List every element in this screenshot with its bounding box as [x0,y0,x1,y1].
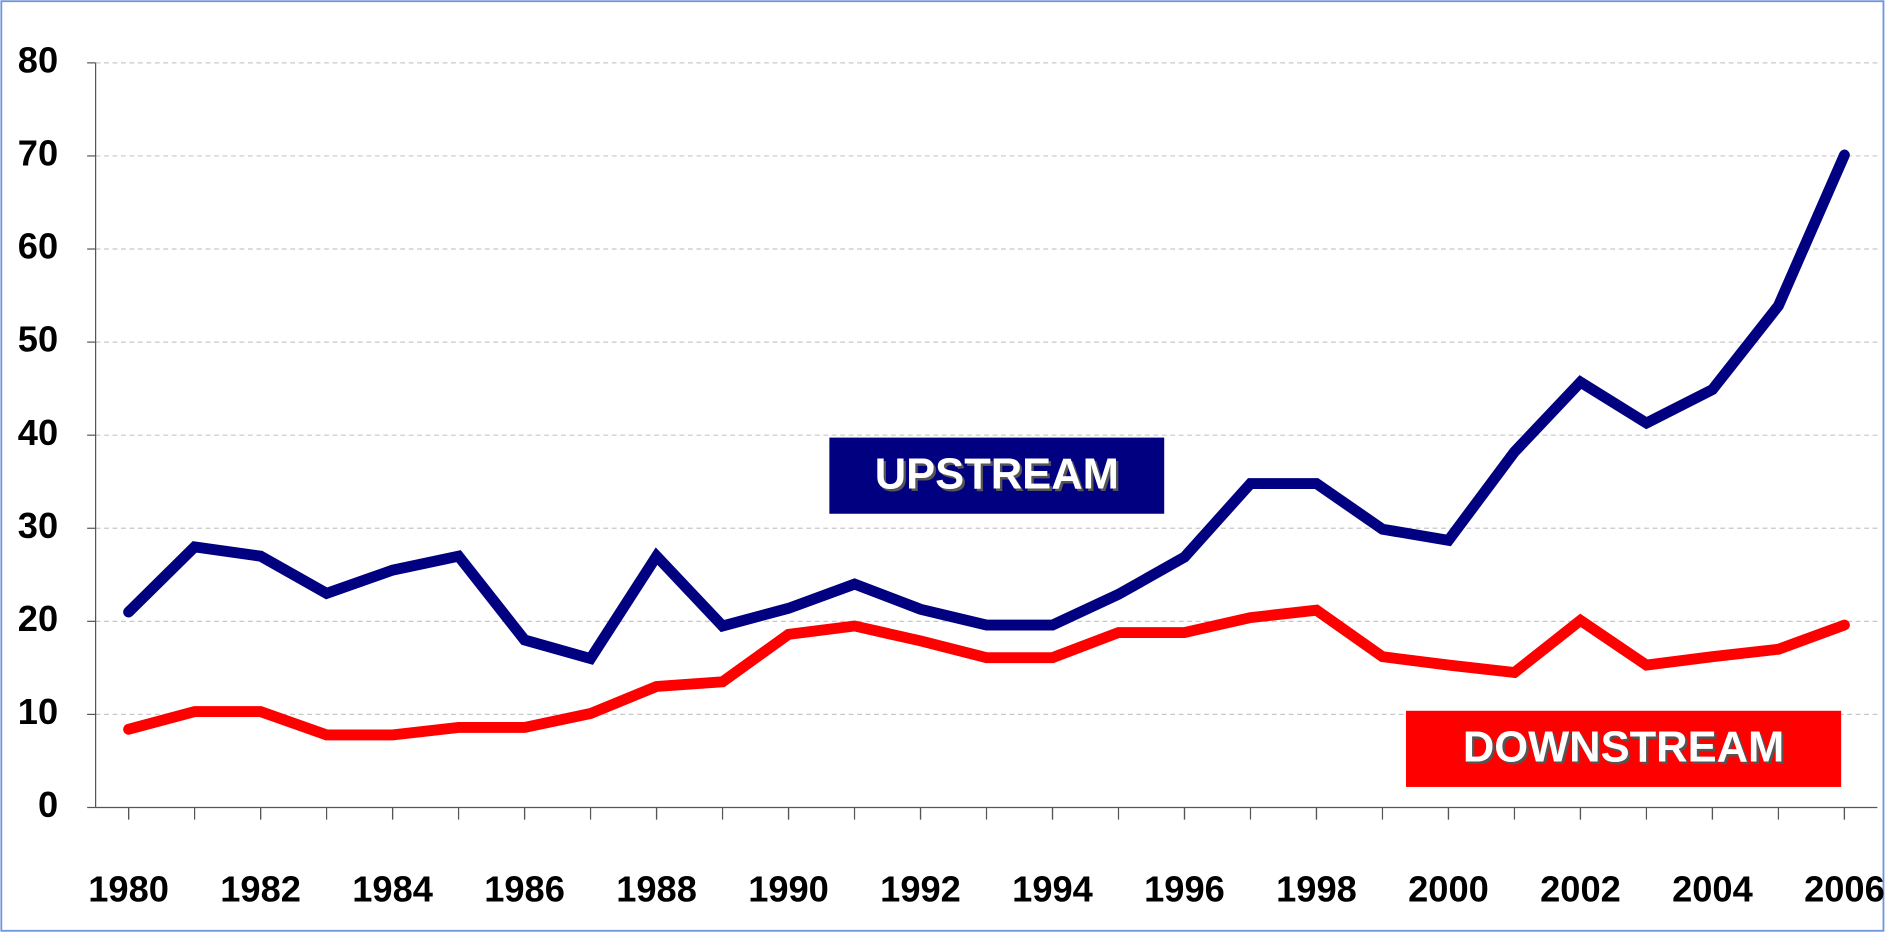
legend-label: UPSTREAM [875,450,1119,498]
x-tick-label: 2002 [1540,869,1621,910]
x-tick-label: 1986 [484,869,565,910]
y-tick-label: 70 [18,133,58,174]
x-tick-label: 1982 [220,869,301,910]
x-tick-label: 1990 [748,869,829,910]
legend-label-shadow: UPSTREAM [877,453,1121,501]
series-line [123,149,1850,665]
x-tick-label: 1994 [1012,869,1093,910]
y-tick-label: 80 [18,39,58,80]
y-tick-label: 0 [38,784,58,825]
y-tick-label: 30 [18,505,58,546]
legend-label: DOWNSTREAM [1463,724,1784,772]
y-tick-label: 20 [18,598,58,639]
series-line [123,604,1850,741]
y-tick-label: 10 [18,691,58,732]
y-tick-label: 50 [18,319,58,360]
legend-box [829,437,1165,514]
x-tick-label: 1988 [616,869,697,910]
y-tick-label: 60 [18,226,58,267]
legend-box [1405,710,1842,787]
x-tick-label: 1996 [1144,869,1225,910]
x-tick-label: 2006 [1804,869,1885,910]
x-tick-label: 2000 [1408,869,1489,910]
legend-label-shadow: DOWNSTREAM [1465,726,1786,774]
x-tick-label: 1998 [1276,869,1357,910]
x-tick-label: 2004 [1672,869,1753,910]
y-tick-label: 40 [18,412,58,453]
x-tick-label: 1992 [880,869,961,910]
x-tick-label: 1984 [352,869,433,910]
x-tick-label: 1980 [88,869,169,910]
